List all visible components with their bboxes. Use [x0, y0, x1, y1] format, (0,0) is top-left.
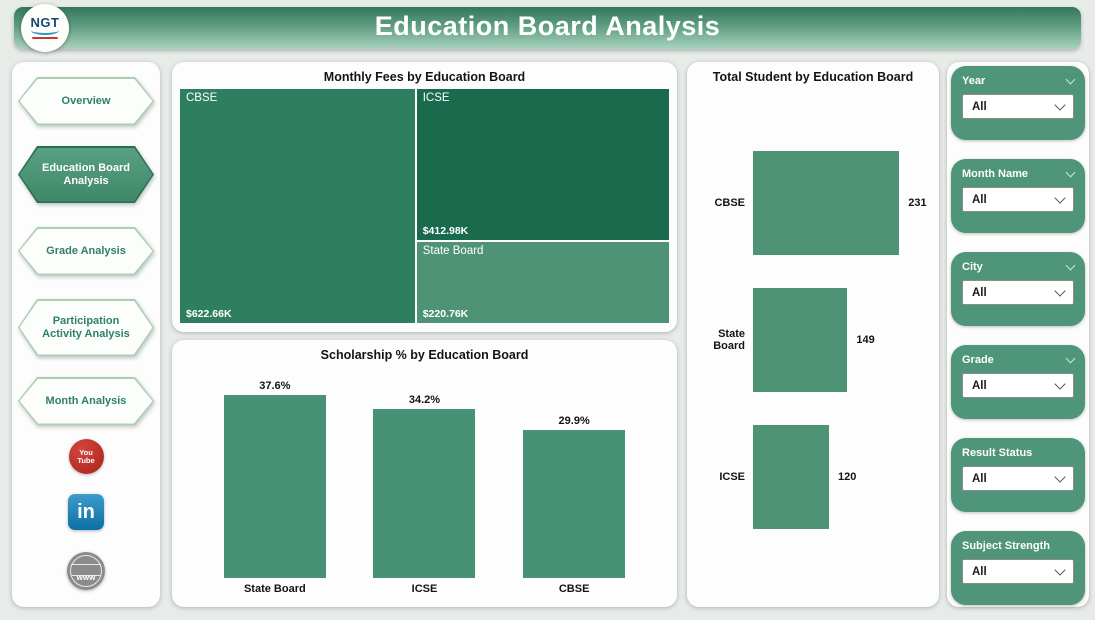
page-title: Education Board Analysis [374, 11, 721, 41]
social-links: You Tube in www [12, 439, 160, 590]
filter-grade: Grade All [951, 345, 1085, 419]
scholarship-plot-area: 37.6% State Board 34.2% ICSE 29.9% CBSE [200, 374, 649, 595]
linkedin-icon[interactable]: in [68, 494, 104, 530]
filter-label: Year [962, 75, 986, 87]
treemap-cell-cbse[interactable]: CBSE $622.66K [180, 89, 415, 323]
axis-label: State Board [713, 328, 745, 352]
filter-year: Year All [951, 66, 1085, 140]
students-row-icse: ICSE 120 [695, 425, 933, 529]
sidebar-nav: Overview Education Board Analysis Grade … [12, 62, 160, 607]
month-name-dropdown[interactable]: All [962, 187, 1074, 212]
logo-swoosh [31, 26, 59, 35]
axis-label: State Board [243, 583, 306, 595]
collapse-chevron-icon[interactable] [1065, 353, 1076, 363]
result-status-dropdown[interactable]: All [962, 466, 1074, 491]
treemap-title: Monthly Fees by Education Board [323, 70, 526, 84]
header-bar: Education Board Analysis [14, 7, 1081, 49]
filter-label: Month Name [962, 168, 1028, 180]
data-label: 231 [908, 197, 927, 209]
scholarship-column-icse: 34.2% ICSE [373, 380, 476, 595]
treemap-cell-icse[interactable]: ICSE $412.98K [416, 89, 669, 240]
total-students-chart-card: Total Student by Education Board CBSE 23… [687, 62, 939, 607]
filter-subject-strength: Subject Strength All [951, 531, 1085, 605]
filter-label: Subject Strength [962, 540, 1051, 552]
monthly-fees-treemap-card: Monthly Fees by Education Board CBSE $62… [172, 62, 677, 332]
filters-panel: Year All Month Name All City [947, 62, 1089, 607]
youtube-icon[interactable]: You Tube [68, 439, 104, 474]
city-dropdown[interactable]: All [962, 280, 1074, 305]
treemap-cell-state-board[interactable]: State Board $220.76K [416, 241, 669, 323]
sidebar-item-participation-activity-analysis[interactable]: Participation Activity Analysis [18, 299, 154, 356]
filter-label: Result Status [962, 447, 1033, 459]
students-chart-title: Total Student by Education Board [712, 70, 914, 84]
axis-label: ICSE [719, 471, 745, 483]
collapse-chevron-icon[interactable] [1065, 167, 1076, 177]
dropdown-chevron-icon [1054, 98, 1066, 111]
filter-city: City All [951, 252, 1085, 326]
bar-state-board[interactable] [223, 395, 326, 578]
data-label: 37.6% [259, 380, 291, 392]
filter-label: Grade [962, 354, 994, 366]
dropdown-chevron-icon [1054, 191, 1066, 204]
data-label: 149 [856, 334, 875, 346]
treemap-right-column: ICSE $412.98K State Board $220.76K [416, 89, 669, 323]
filter-result-status: Result Status All [951, 438, 1085, 512]
axis-label: CBSE [558, 583, 590, 595]
scholarship-column-state-board: 37.6% State Board [223, 380, 326, 595]
dropdown-chevron-icon [1054, 470, 1066, 483]
year-dropdown[interactable]: All [962, 94, 1074, 119]
data-label: 29.9% [558, 415, 590, 427]
dropdown-chevron-icon [1054, 563, 1066, 576]
bar-icse[interactable] [373, 408, 476, 578]
grade-dropdown[interactable]: All [962, 373, 1074, 398]
students-plot-area: CBSE 231 State Board 149 ICSE 120 [695, 151, 933, 562]
collapse-chevron-icon[interactable] [1065, 74, 1076, 84]
sidebar-item-overview[interactable]: Overview [18, 77, 154, 125]
students-row-cbse: CBSE 231 [695, 151, 933, 255]
logo-tagline [32, 37, 58, 39]
sidebar-item-month-analysis[interactable]: Month Analysis [18, 377, 154, 425]
subject-strength-dropdown[interactable]: All [962, 559, 1074, 584]
filter-label: City [962, 261, 983, 273]
data-label: 34.2% [408, 393, 441, 406]
axis-label: ICSE [411, 583, 438, 595]
treemap: CBSE $622.66K ICSE $412.98K State Board … [180, 89, 669, 323]
collapse-chevron-icon[interactable] [1065, 260, 1076, 270]
axis-label: CBSE [714, 197, 745, 209]
website-globe-icon[interactable]: www [67, 552, 105, 590]
scholarship-column-cbse: 29.9% CBSE [523, 380, 626, 595]
dropdown-chevron-icon [1054, 377, 1066, 390]
ngt-logo: NGT [21, 4, 69, 52]
bar-cbse[interactable] [753, 151, 900, 255]
bar-icse[interactable] [753, 425, 829, 529]
dropdown-chevron-icon [1054, 284, 1066, 297]
sidebar-item-education-board-analysis[interactable]: Education Board Analysis [18, 146, 154, 203]
data-label: 120 [838, 471, 857, 483]
sidebar-item-grade-analysis[interactable]: Grade Analysis [18, 227, 154, 275]
filter-month-name: Month Name All [951, 159, 1085, 233]
bar-cbse[interactable] [523, 430, 626, 578]
scholarship-chart-card: Scholarship % by Education Board 37.6% S… [172, 340, 677, 607]
students-row-state-board: State Board 149 [695, 288, 933, 392]
bar-state-board[interactable] [753, 288, 848, 392]
scholarship-chart-title: Scholarship % by Education Board [320, 348, 529, 362]
